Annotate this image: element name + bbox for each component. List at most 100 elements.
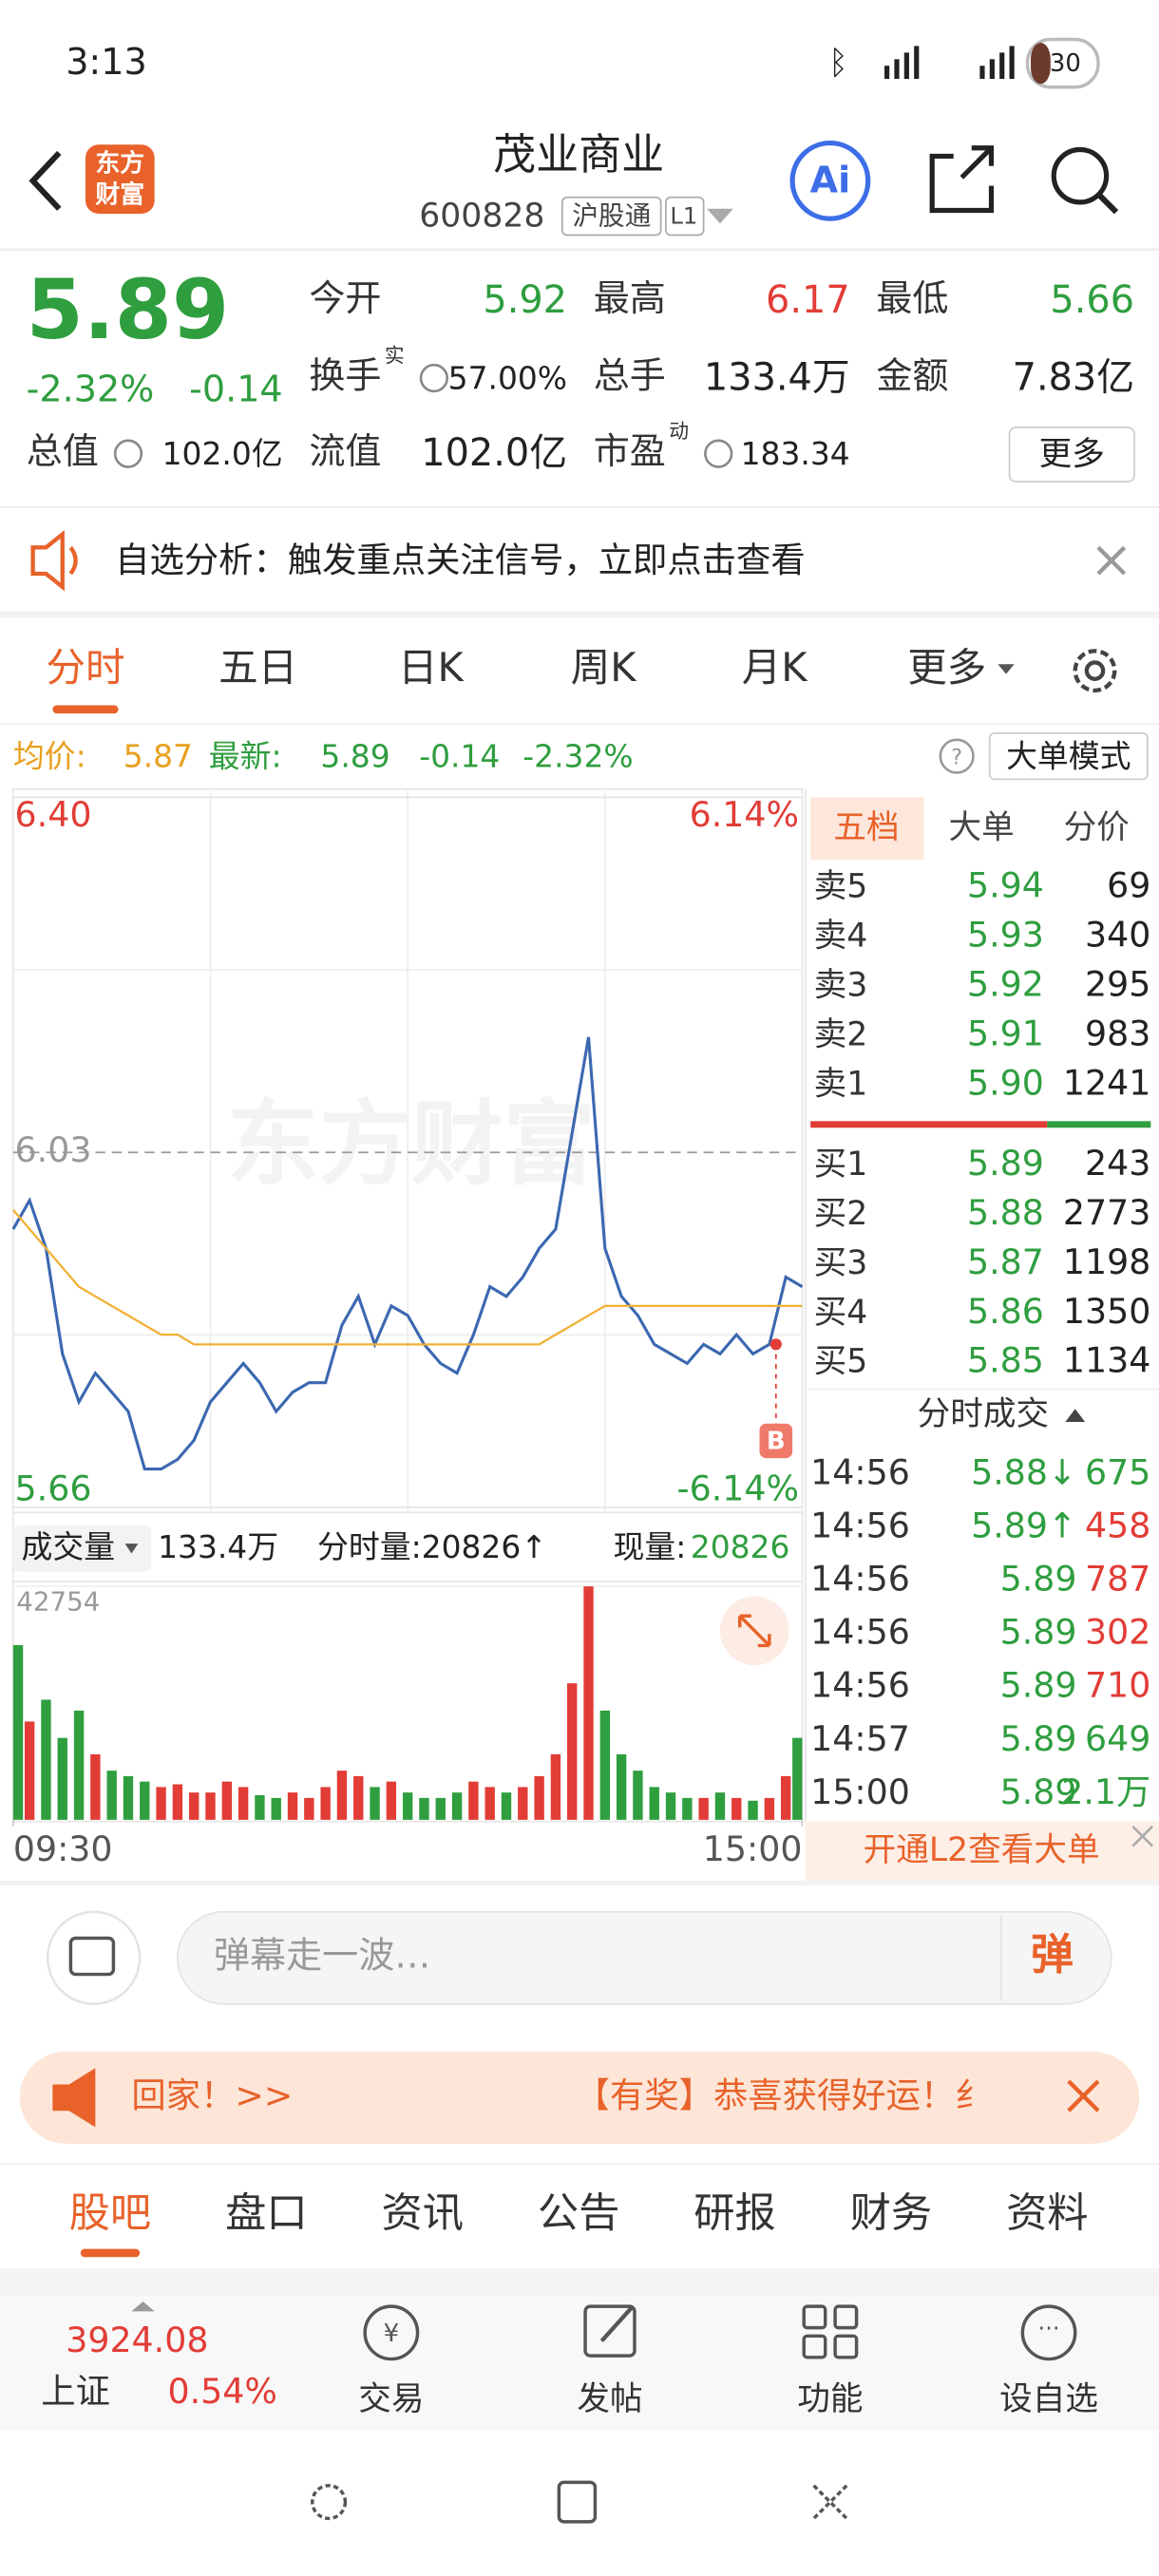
signal-bar <box>903 52 909 80</box>
battery <box>1025 37 1100 89</box>
more-button[interactable] <box>1008 426 1135 483</box>
back-button[interactable] <box>28 150 62 211</box>
signal-bar <box>884 66 890 80</box>
settings-button[interactable] <box>1073 649 1117 693</box>
level-price: 5.90 <box>967 1062 1044 1103</box>
volume-bar <box>484 1787 495 1820</box>
promo-banner[interactable] <box>19 2051 1140 2144</box>
trade-volume: 649 <box>1085 1718 1150 1759</box>
trade-price: 5.89 <box>1000 1771 1077 1812</box>
current-volume: 20826 <box>691 1528 790 1565</box>
share-button[interactable] <box>929 145 995 214</box>
y2-tick-label: 6.14% <box>690 794 799 835</box>
logo-text: 东方 <box>95 149 144 179</box>
field-label: 总手 <box>594 355 666 397</box>
volume-bar <box>271 1797 281 1820</box>
volume-bar <box>402 1792 413 1820</box>
divider <box>0 723 1159 726</box>
level-box <box>664 196 705 237</box>
bluetooth-icon: ᛒ <box>828 44 848 82</box>
signal-bar <box>979 66 985 80</box>
field-value: 57.00% <box>448 359 567 396</box>
trade-volume: 458 <box>1085 1506 1150 1546</box>
section-tab: 盘口 <box>225 2189 308 2237</box>
volume-bar <box>518 1787 528 1820</box>
volume-bar <box>616 1753 627 1820</box>
divider <box>0 2268 1159 2296</box>
trade-price: 5.89 <box>1000 1665 1077 1706</box>
system-nav-button[interactable] <box>557 2480 598 2524</box>
avg-value: 5.87 <box>124 737 193 774</box>
field-value: 102.0亿 <box>421 431 567 475</box>
watchlist-icon[interactable] <box>1020 2304 1077 2361</box>
ask-ratio-bar <box>810 1121 1048 1128</box>
signal-bar <box>894 59 900 80</box>
close-notice[interactable] <box>1096 545 1127 576</box>
trade-price: 5.89 <box>1000 1612 1077 1653</box>
megaphone-icon <box>52 2068 96 2128</box>
index-percent: 0.54% <box>168 2371 277 2412</box>
volume-bar <box>90 1753 101 1820</box>
speaker-icon <box>30 529 65 592</box>
dropdown-arrow[interactable] <box>707 208 733 224</box>
close-promo[interactable] <box>1067 2079 1100 2112</box>
section-tab: 资讯 <box>381 2189 464 2237</box>
field-value: 7.83亿 <box>1013 355 1134 399</box>
latest-value: 5.89 <box>320 737 390 774</box>
field-label: 市盈 <box>594 430 666 472</box>
divider <box>0 1880 1159 1886</box>
dots-glyph: ··· <box>1038 2315 1060 2341</box>
post-icon[interactable] <box>583 2304 636 2358</box>
comment-icon <box>68 1936 116 1977</box>
change-amount: -0.14 <box>189 368 282 409</box>
trade-icon[interactable] <box>363 2304 420 2361</box>
search-button[interactable] <box>1051 146 1110 205</box>
ai-button[interactable] <box>789 140 871 221</box>
period-tab: 日K <box>398 644 466 691</box>
help-icon[interactable] <box>939 738 975 774</box>
l2-banner[interactable] <box>805 1821 1159 1881</box>
level-price: 5.91 <box>967 1013 1044 1053</box>
y2-tick-label: -6.14% <box>677 1468 800 1509</box>
field-label: 金额 <box>876 355 948 397</box>
comment-tool[interactable] <box>46 1910 142 2006</box>
status-icons: ᛒ <box>828 37 1100 89</box>
collapse-arrow[interactable] <box>1065 1409 1086 1423</box>
help-mark: ? <box>951 745 962 769</box>
volume-bar <box>238 1787 249 1820</box>
volume-bar <box>320 1787 331 1820</box>
system-nav-button[interactable] <box>311 2484 348 2521</box>
level-volume: 243 <box>1085 1143 1150 1184</box>
volume-bar <box>468 1781 479 1820</box>
volume-bar <box>748 1800 758 1820</box>
function-icon[interactable] <box>802 2304 859 2359</box>
trade-volume: 302 <box>1085 1612 1150 1653</box>
index-value: 3924.08 <box>66 2320 208 2360</box>
volume-bar <box>156 1787 166 1820</box>
volume-bar <box>583 1586 594 1820</box>
notice-text: 自选分析：触发重点关注信号，立即点击查看 <box>115 540 806 580</box>
volume-bar <box>255 1795 265 1820</box>
volume-bar <box>550 1753 561 1820</box>
tab-underline <box>52 705 119 714</box>
level-label: 卖1 <box>814 1065 868 1103</box>
volume-bar <box>140 1781 150 1820</box>
close-l2[interactable] <box>1131 1825 1153 1847</box>
period-tab: 周K <box>571 644 638 691</box>
stock-name: 茂业商业 <box>493 129 664 180</box>
mode-button[interactable] <box>988 732 1149 781</box>
market-tag-box <box>560 196 662 237</box>
volume-bar <box>57 1737 67 1820</box>
y-tick-label: 6.03 <box>15 1129 92 1170</box>
field-value: 133.4万 <box>704 355 850 399</box>
y-tick-label: 42754 <box>16 1585 100 1617</box>
comment-input[interactable] <box>177 1910 1112 2005</box>
y-tick-label: 6.40 <box>15 794 92 835</box>
volume-bar <box>221 1781 232 1820</box>
volume-bar <box>353 1775 364 1820</box>
watermark: 东方财富 <box>227 1090 596 1198</box>
volume-total: 133.4万 <box>158 1528 278 1565</box>
volume-selector[interactable] <box>12 1525 152 1572</box>
period-tab: 分时 <box>46 644 124 691</box>
